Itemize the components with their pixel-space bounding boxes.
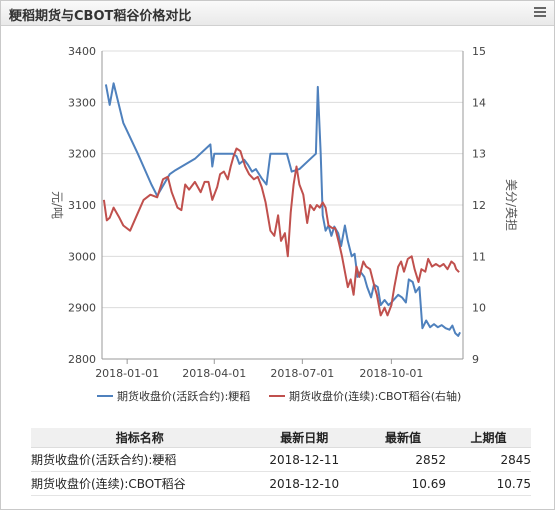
y-left-tick-label: 2800 <box>68 353 96 366</box>
y-left-tick-label: 2900 <box>68 302 96 315</box>
y-left-tick-label: 3400 <box>68 45 96 58</box>
header-previous-value: 上期值 <box>445 428 531 448</box>
y-right-tick-label: 14 <box>472 96 486 109</box>
series-line-cbot <box>102 147 460 317</box>
panel-header: 粳稻期货与CBOT稻谷价格对比 <box>1 1 554 26</box>
x-tick-label: 2018-10-01 <box>359 367 423 380</box>
cell-latest-date: 2018-12-10 <box>248 471 360 496</box>
y-right-tick-label: 12 <box>472 199 486 212</box>
cell-latest-value: 2852 <box>359 447 446 472</box>
chart-series <box>102 82 461 337</box>
series-line-japonica <box>104 82 461 337</box>
chart-grid <box>102 50 463 360</box>
cell-indicator-name: 期货收盘价(连续):CBOT稻谷 <box>31 471 249 496</box>
y-left-tick-label: 3000 <box>68 250 96 263</box>
y-left-tick-label: 3100 <box>68 199 96 212</box>
y-right-tick-label: 15 <box>472 45 486 58</box>
y-left-axis-title: 元/吨 <box>50 191 64 219</box>
header-latest-date: 最新日期 <box>248 428 360 448</box>
header-indicator-name: 指标名称 <box>31 428 249 448</box>
legend-label: 期货收盘价(连续):CBOT稻谷(右轴) <box>289 389 461 403</box>
y-right-tick-label: 13 <box>472 148 486 161</box>
y-right-tick-label: 9 <box>472 353 479 366</box>
y-right-tick-label: 11 <box>472 250 486 263</box>
y-right-axis-title: 美分/英担 <box>504 179 518 231</box>
y-left-tick-label: 3200 <box>68 148 96 161</box>
cell-indicator-name: 期货收盘价(活跃合约):粳稻 <box>31 447 249 472</box>
panel-title: 粳稻期货与CBOT稻谷价格对比 <box>9 9 192 24</box>
y-left-tick-label: 3300 <box>68 96 96 109</box>
x-tick-label: 2018-07-01 <box>270 367 334 380</box>
cell-previous-value: 2845 <box>445 447 531 472</box>
x-tick-label: 2018-04-01 <box>182 367 246 380</box>
x-tick-label: 2018-01-01 <box>95 367 159 380</box>
cell-latest-date: 2018-12-11 <box>248 447 360 472</box>
y-right-tick-label: 10 <box>472 302 486 315</box>
table-row: 期货收盘价(连续):CBOT稻谷 2018-12-10 10.69 10.75 <box>31 471 531 496</box>
price-comparison-chart: 2800 2900 3000 3100 3200 3300 3400 9 10 11 12 13 14 1… <box>50 45 518 403</box>
chart-axes: 2800 2900 3000 3100 3200 3300 3400 9 10 11 12 13 14 1… <box>50 45 518 380</box>
table-header-row: 指标名称 最新日期 最新值 上期值 <box>31 428 531 448</box>
indicator-table: 指标名称 最新日期 最新值 上期值 期货收盘价(活跃合约):粳稻 2018-12… <box>31 428 531 496</box>
table-row: 期货收盘价(活跃合约):粳稻 2018-12-11 2852 2845 <box>31 447 531 472</box>
cell-latest-value: 10.69 <box>359 471 446 496</box>
legend-label: 期货收盘价(活跃合约):粳稻 <box>117 389 250 403</box>
hamburger-menu-icon[interactable] <box>534 7 546 17</box>
cell-previous-value: 10.75 <box>445 471 531 496</box>
chart-legend: 期货收盘价(活跃合约):粳稻 期货收盘价(连续):CBOT稻谷(右轴) <box>97 389 461 403</box>
header-latest-value: 最新值 <box>359 428 446 448</box>
